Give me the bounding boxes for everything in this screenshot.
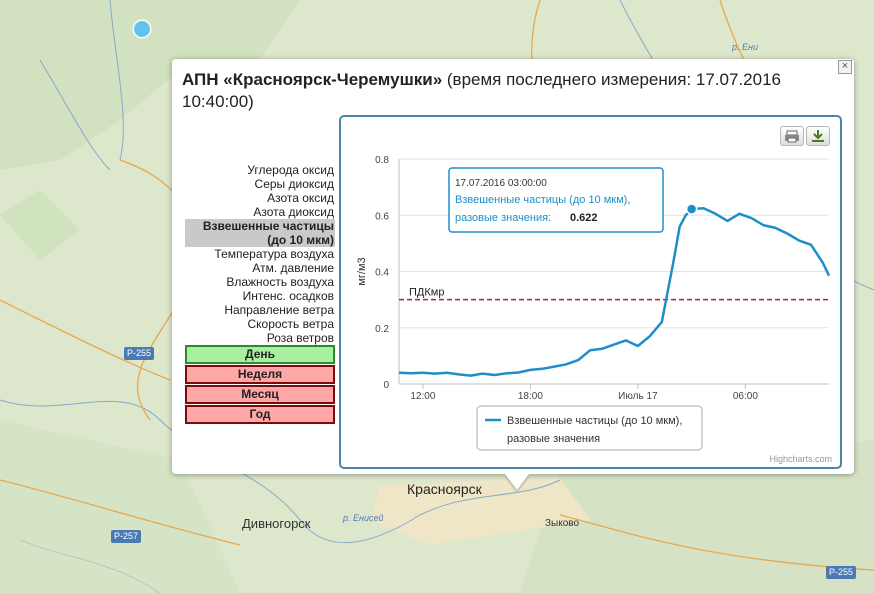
close-icon: ×: [841, 60, 849, 72]
parameter-item-wind-rose[interactable]: Роза ветров: [266, 331, 334, 345]
tooltip-series-line1: Взвешенные частицы (до 10 мкм),: [455, 194, 630, 206]
y-axis-label: мг/м3: [356, 257, 368, 285]
download-icon: [812, 130, 824, 142]
print-chart-button[interactable]: [780, 126, 804, 146]
city-label-divnogorsk: Дивногорск: [242, 516, 311, 531]
city-label-krasnoyarsk: Красноярск: [407, 481, 482, 497]
period-button-month[interactable]: Месяц: [185, 385, 335, 404]
tooltip-value: 0.622: [570, 212, 598, 224]
printer-icon: [785, 130, 799, 143]
chart-container: 0 0.2 0.4 0.6 0.8 мг/м3 12:00 18:00 Июль 17 06:00…: [339, 115, 842, 469]
y-tick-label: 0.2: [375, 324, 389, 335]
tooltip-box: [448, 167, 664, 233]
parameter-item-so2[interactable]: Серы диоксид: [254, 177, 334, 191]
y-tick-label: 0: [383, 380, 389, 391]
download-chart-button[interactable]: [806, 126, 830, 146]
parameter-item-wind-speed[interactable]: Скорость ветра: [247, 317, 334, 331]
y-tick-label: 0.4: [375, 268, 389, 279]
x-tick-label: 12:00: [410, 391, 435, 402]
y-tick-label: 0.6: [375, 211, 389, 222]
parameter-item-precipitation[interactable]: Интенс. осадков: [242, 289, 334, 303]
x-tick-label: 18:00: [518, 391, 543, 402]
period-selector: День Неделя Месяц Год: [185, 345, 335, 425]
road-sign-r255-left: Р-255: [124, 347, 155, 360]
legend-box: [476, 405, 703, 451]
parameter-item-pm10[interactable]: Взвешенные частицы (до 10 мкм): [185, 219, 335, 247]
village-label-zykovo: Зыково: [545, 518, 580, 529]
period-button-day[interactable]: День: [185, 345, 335, 364]
road-sign-r255-right: Р-255: [826, 566, 857, 579]
period-button-year[interactable]: Год: [185, 405, 335, 424]
parameter-list: Углерода оксид Серы диоксид Азота оксид …: [185, 163, 335, 345]
chart-svg: 0 0.2 0.4 0.6 0.8 мг/м3 12:00 18:00 Июль 17 06:00…: [356, 155, 831, 451]
parameter-item-pressure[interactable]: Атм. давление: [252, 261, 334, 275]
last-measurement-text: (время последнего измерения: 17.07.2016 …: [182, 70, 781, 111]
tooltip-date: 17.07.2016 03:00:00: [455, 178, 547, 189]
x-tick-label: 06:00: [733, 391, 758, 402]
river-label-yenisei: р. Енисей: [343, 513, 384, 523]
x-tick-label: Июль 17: [618, 391, 658, 402]
parameter-item-co[interactable]: Углерода оксид: [247, 163, 334, 177]
parameter-item-no2[interactable]: Азота диоксид: [253, 205, 334, 219]
parameter-item-wind-direction[interactable]: Направление ветра: [224, 303, 334, 317]
period-button-week[interactable]: Неделя: [185, 365, 335, 384]
highlighted-point: [685, 203, 698, 215]
series-line: [398, 206, 831, 377]
popup-pointer: [505, 474, 529, 490]
legend-label-line2: разовые значения: [507, 433, 600, 445]
chart-credits[interactable]: Highcharts.com: [769, 454, 832, 464]
location-marker[interactable]: [133, 20, 151, 38]
parameter-item-no[interactable]: Азота оксид: [267, 191, 334, 205]
river-label-top: р. Ени: [732, 42, 758, 52]
parameter-item-humidity[interactable]: Влажность воздуха: [226, 275, 334, 289]
road-sign-r257: Р-257: [111, 530, 142, 543]
station-name: АПН «Красноярск-Черемушки»: [182, 70, 443, 89]
legend-label-line1: Взвешенные частицы (до 10 мкм),: [507, 415, 682, 427]
y-tick-label: 0.8: [375, 155, 389, 166]
tooltip-series-line2: разовые значения:: [455, 212, 551, 224]
close-button[interactable]: ×: [838, 60, 852, 74]
parameter-item-temperature[interactable]: Температура воздуха: [214, 247, 334, 261]
popup-title: АПН «Красноярск-Черемушки» (время послед…: [182, 69, 822, 113]
threshold-label: ПДКмр: [409, 287, 444, 299]
